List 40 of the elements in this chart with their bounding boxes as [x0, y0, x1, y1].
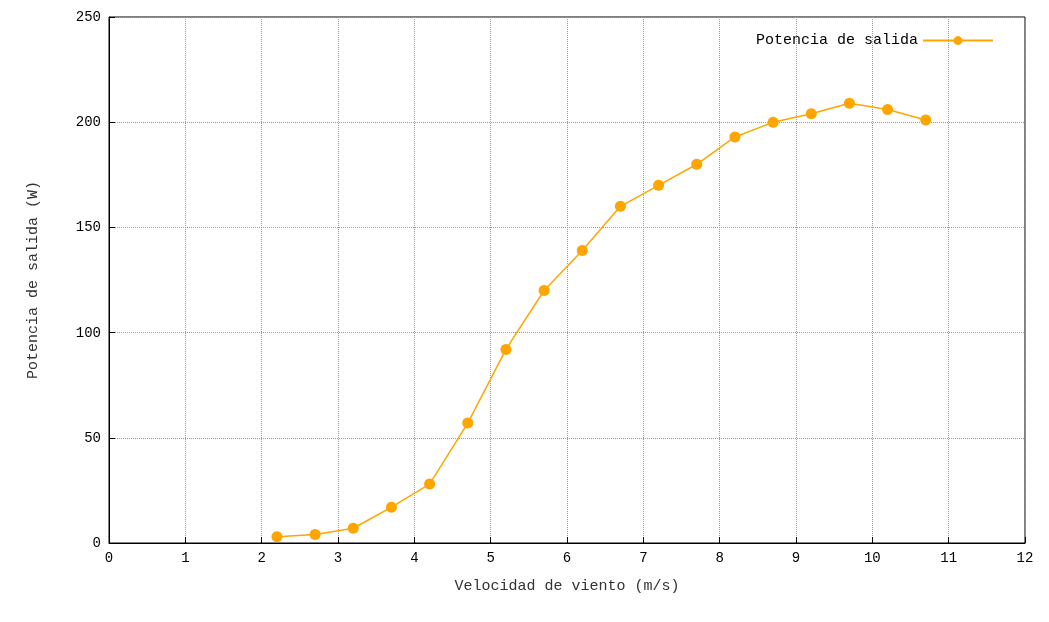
point: [882, 104, 894, 116]
y-axis-title: Potencia de salida (W): [25, 180, 42, 380]
point: [462, 417, 474, 429]
x-tick-label: 3: [333, 550, 343, 566]
point: [576, 245, 588, 257]
x-tick-label: 2: [257, 550, 266, 566]
x-axis-title: Velocidad de viento (m/s): [454, 578, 680, 595]
x-tick-label: 8: [715, 550, 724, 566]
point: [920, 114, 932, 126]
y-tick-label: 0: [92, 535, 101, 551]
y-tick-label: 100: [75, 324, 101, 341]
y-tick-label: 150: [75, 219, 101, 236]
x-tick-label: 12: [1016, 550, 1034, 566]
x-tick-label: 1: [181, 550, 190, 566]
x-tick-label: 7: [639, 550, 648, 566]
point: [538, 285, 550, 297]
point: [271, 531, 283, 543]
x-tick-label: 11: [940, 550, 958, 566]
point: [805, 108, 817, 120]
point: [653, 179, 665, 191]
point: [691, 158, 703, 170]
x-tick-label: 5: [486, 550, 495, 566]
x-tick-label: 6: [562, 550, 572, 566]
y-tick-label: 50: [84, 429, 101, 446]
y-tick-label: 250: [75, 9, 101, 25]
point: [385, 501, 397, 513]
x-tick-label: 9: [791, 550, 801, 566]
point: [309, 529, 321, 541]
point: [767, 116, 779, 128]
point: [729, 131, 741, 143]
y-tick-label: 200: [75, 114, 101, 131]
legend-label: Potencia de salida: [755, 32, 918, 49]
point: [843, 97, 855, 109]
point: [347, 522, 359, 534]
point: [614, 200, 626, 212]
x-tick-label: 4: [410, 550, 419, 566]
point: [424, 478, 436, 490]
x-tick-label: 10: [863, 550, 881, 566]
point: [500, 343, 512, 355]
x-tick-label: 0: [104, 550, 114, 566]
